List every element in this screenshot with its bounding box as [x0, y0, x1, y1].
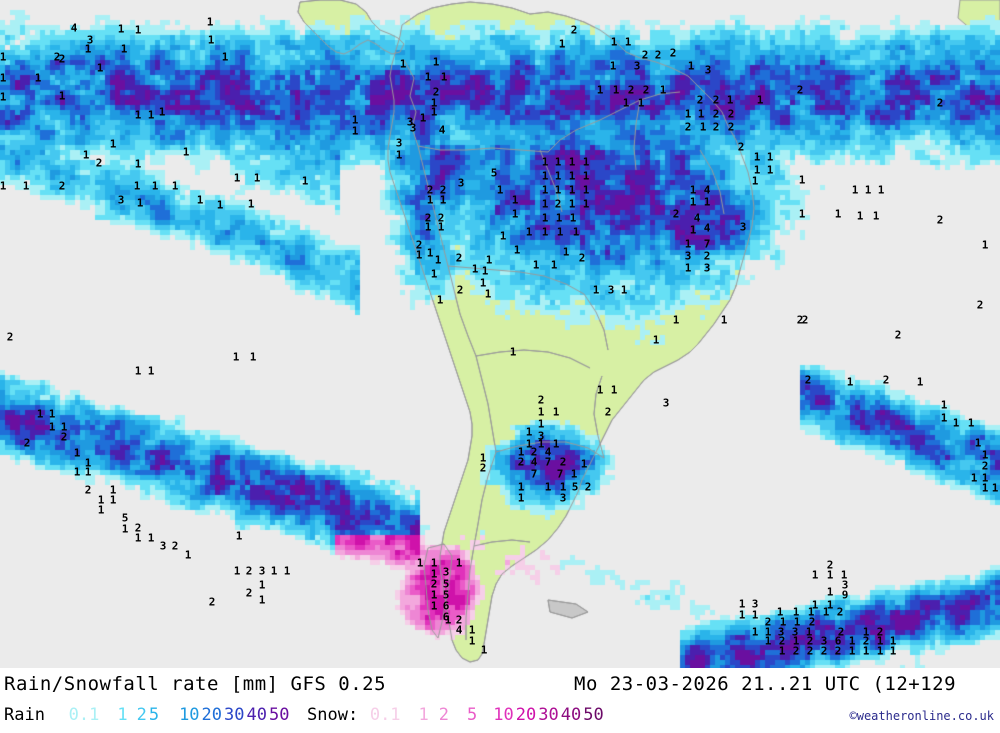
legend-tick-0-1: 0.1: [369, 705, 401, 725]
legend-tick-2: 2: [136, 705, 147, 725]
legend-tick-30: 30: [224, 705, 245, 725]
legend-tick-0-1: 0.1: [68, 705, 100, 725]
legend-tick-50: 50: [583, 705, 604, 725]
snow-legend: Snow: 0.1 1 2 5 10 20 30 40 50: [307, 704, 604, 726]
legend-tick-10: 10: [179, 705, 200, 725]
legend-tick-30: 30: [538, 705, 559, 725]
legend-tick-2: 2: [438, 705, 450, 725]
legend-tick-5: 5: [148, 705, 160, 725]
snow-legend-label: Snow:: [307, 705, 359, 725]
copyright-notice: ©weatheronline.co.uk: [849, 709, 995, 723]
map-footer: Rain/Snowfall rate [mm] GFS 0.25 Mo 23-0…: [0, 668, 1000, 733]
footer-title-row: Rain/Snowfall rate [mm] GFS 0.25 Mo 23-0…: [0, 672, 1000, 698]
legend-tick-10: 10: [493, 705, 514, 725]
legend-tick-20: 20: [515, 705, 537, 725]
legend-tick-5: 5: [467, 705, 478, 725]
legend-tick-40: 40: [246, 705, 267, 725]
legend-tick-20: 20: [201, 705, 223, 725]
legend-tick-1: 1: [418, 705, 429, 725]
rain-legend: Rain 0.1 1 2 5 10 20 30 40 50: [4, 704, 289, 726]
map-raster-canvas[interactable]: [0, 0, 1000, 668]
legend-tick-40: 40: [560, 705, 582, 725]
model-run-timestamp: Mo 23-03-2026 21..21 UTC (12+129: [574, 673, 957, 695]
legend-tick-1: 1: [117, 705, 128, 725]
rain-legend-label: Rain: [4, 705, 45, 725]
legend-scale-row: Rain 0.1 1 2 5 10 20 30 40 50 Snow: 0.1 1 2 5 10 20 30…: [0, 704, 1000, 728]
product-title: Rain/Snowfall rate [mm] GFS 0.25: [4, 673, 387, 695]
legend-tick-50: 50: [269, 705, 290, 725]
